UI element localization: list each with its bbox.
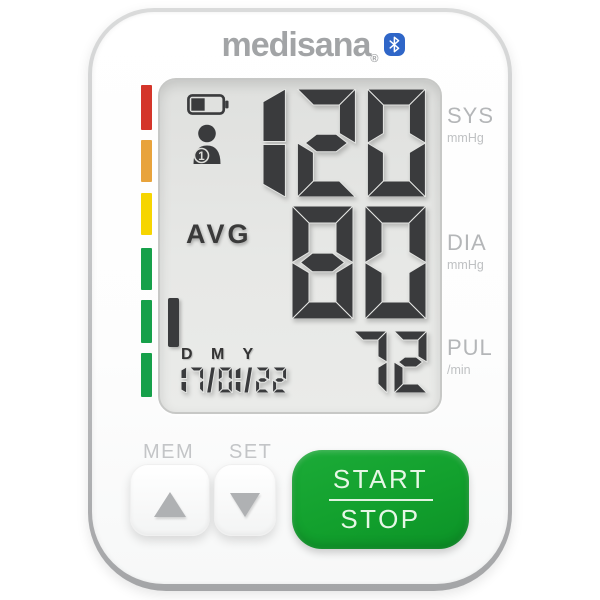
- risk-scale-segment: [141, 353, 152, 397]
- pulse-value: [353, 331, 428, 393]
- diastolic-value: [291, 206, 427, 319]
- sys-unit: mmHg: [447, 131, 484, 145]
- risk-scale-segment: [141, 248, 152, 290]
- triangle-down-icon: [230, 493, 260, 517]
- triangle-up-icon: [154, 492, 186, 517]
- sys-unit-label: SYS mmHg: [447, 103, 494, 145]
- mem-label: MEM: [143, 441, 195, 463]
- lcd-display: 1 AVG D M Y: [158, 78, 442, 414]
- registered-mark: ®: [370, 53, 379, 65]
- dia-label: DIA: [447, 230, 487, 255]
- user-number: 1: [198, 151, 205, 163]
- risk-scale-segment: [141, 85, 152, 130]
- pul-unit-label: PUL /min: [447, 335, 493, 377]
- date-format-label: D M Y: [181, 346, 254, 363]
- battery-half-icon: [187, 94, 229, 115]
- user-number-badge: [193, 147, 210, 164]
- dia-unit-label: DIA mmHg: [447, 230, 487, 272]
- pul-unit: /min: [447, 363, 471, 377]
- start-stop-divider: [328, 498, 433, 501]
- risk-scale-segment: [141, 193, 152, 235]
- sys-label: SYS: [447, 103, 495, 128]
- start-label: START: [332, 463, 429, 494]
- systolic-value: [262, 89, 427, 197]
- set-label: SET: [229, 441, 273, 463]
- risk-indicator-cursor: [168, 298, 179, 347]
- user-icon: 1: [193, 124, 221, 164]
- date-value: [180, 367, 288, 393]
- risk-scale-segment: [141, 300, 152, 343]
- risk-scale-segment: [141, 140, 152, 182]
- start-stop-button[interactable]: START STOP: [292, 450, 469, 549]
- stop-label: STOP: [340, 503, 421, 534]
- brand-logo-text: medisana: [221, 26, 372, 64]
- bluetooth-icon: [384, 33, 405, 56]
- dia-unit: mmHg: [447, 258, 484, 272]
- avg-label: AVG: [186, 219, 252, 249]
- brand-logo: medisana®: [0, 26, 600, 65]
- risk-scale: [141, 85, 152, 397]
- pul-label: PUL: [447, 335, 493, 360]
